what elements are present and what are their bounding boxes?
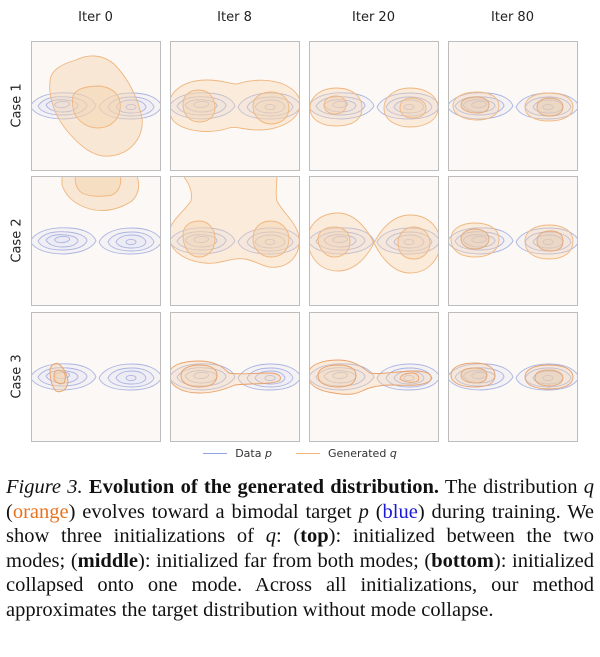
- row-label-case-1: Case 1: [2, 41, 32, 170]
- legend-label-generated: Generated q: [327, 446, 397, 460]
- panel-case-1-iter-0: [31, 41, 161, 171]
- row-label-case-3: Case 3: [2, 312, 32, 441]
- contour-plot: [32, 362, 160, 393]
- panel-case-2-iter-0: [31, 176, 161, 306]
- panel-case-3-iter-80: [448, 312, 578, 442]
- contour-plot: [449, 222, 577, 260]
- row-label-text: Case 3: [9, 354, 25, 399]
- row-label-text: Case 1: [9, 83, 25, 128]
- panel-case-3-iter-20: [309, 312, 439, 442]
- contour-plot: [310, 212, 438, 274]
- legend-label-data: Data p: [235, 446, 272, 460]
- contour-plot: [449, 362, 577, 391]
- panel-case-1-iter-20: [309, 41, 439, 171]
- column-title-iter-20: Iter 20: [352, 10, 395, 25]
- panel-case-2-iter-8: [170, 176, 300, 306]
- panel-case-2-iter-20: [309, 176, 439, 306]
- legend: Data p Generated q: [0, 444, 600, 462]
- caption-label: Figure 3.: [6, 476, 83, 498]
- legend-item-generated: Generated q: [295, 446, 397, 460]
- contour-plot: [171, 177, 299, 268]
- panel-case-3-iter-8: [170, 312, 300, 442]
- contour-plot: [171, 360, 299, 394]
- column-title-iter-0: Iter 0: [78, 10, 113, 25]
- panel-case-2-iter-80: [448, 176, 578, 306]
- contour-plot: [310, 359, 438, 395]
- panel-case-1-iter-8: [170, 41, 300, 171]
- caption-orange-word: orange: [12, 500, 69, 523]
- contour-plot: [171, 79, 299, 132]
- contour-plot: [32, 177, 160, 255]
- row-label-case-2: Case 2: [2, 176, 32, 305]
- column-title-iter-8: Iter 8: [217, 10, 252, 25]
- contour-plot: [310, 87, 438, 128]
- legend-item-data: Data p: [203, 447, 272, 460]
- caption-blue-word: blue: [382, 500, 418, 523]
- legend-swatch-orange: [295, 452, 320, 454]
- panel-case-1-iter-80: [448, 41, 578, 171]
- figure-caption: Figure 3. Evolution of the generated dis…: [6, 476, 595, 621]
- contour-plot: [449, 91, 577, 122]
- contour-plot: [32, 55, 160, 157]
- legend-swatch-blue: [203, 452, 228, 454]
- row-label-text: Case 2: [9, 218, 25, 263]
- panel-case-3-iter-0: [31, 312, 161, 442]
- caption-title: Evolution of the generated distribution.: [88, 476, 439, 498]
- column-title-iter-80: Iter 80: [491, 10, 534, 25]
